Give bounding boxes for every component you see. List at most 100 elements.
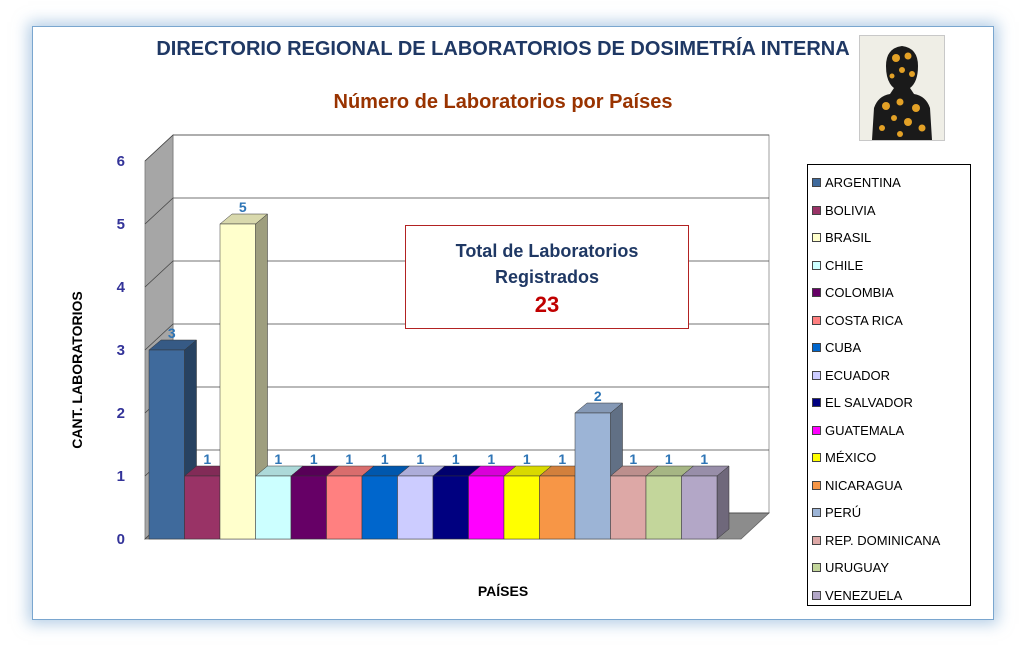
data-label: 1 xyxy=(700,451,708,467)
data-label: 1 xyxy=(345,451,353,467)
bar xyxy=(503,475,540,540)
chart-title: DIRECTORIO REGIONAL DE LABORATORIOS DE D… xyxy=(156,38,850,60)
legend-item: PERÚ xyxy=(808,499,970,527)
legend-label: MÉXICO xyxy=(825,450,877,466)
legend-label: ARGENTINA xyxy=(825,175,901,191)
y-tick-label: 3 xyxy=(117,342,125,359)
data-label: 3 xyxy=(168,325,176,341)
total-summary-box: Total de Laboratorios Registrados 23 xyxy=(405,225,689,329)
legend-swatch xyxy=(812,563,821,573)
legend-swatch xyxy=(812,205,821,215)
total-label: Total de Laboratorios Registrados xyxy=(455,241,639,287)
legend-label: BRASIL xyxy=(825,230,872,246)
data-label: 1 xyxy=(629,451,637,467)
total-value: 23 xyxy=(534,292,560,317)
legend-item: BOLIVIA xyxy=(808,197,970,225)
bar xyxy=(290,475,327,540)
legend-swatch xyxy=(812,508,821,518)
legend-swatch xyxy=(812,288,821,298)
legend-label: REP. DOMINICANA xyxy=(825,532,941,548)
y-tick-label: 6 xyxy=(117,153,125,170)
data-label: 1 xyxy=(487,451,495,467)
legend-label: GUATEMALA xyxy=(825,422,905,438)
legend-swatch xyxy=(812,260,821,270)
legend-item: ECUADOR xyxy=(808,362,970,390)
gridline-side xyxy=(144,197,174,225)
bar-side xyxy=(716,465,730,540)
legend-label: VENEZUELA xyxy=(825,587,903,603)
bar xyxy=(326,475,363,540)
legend-item: EL SALVADOR xyxy=(808,389,970,417)
bar xyxy=(397,475,434,540)
legend-item: CUBA xyxy=(808,334,970,362)
bar xyxy=(184,475,221,540)
data-label: 1 xyxy=(274,451,282,467)
bar xyxy=(432,475,469,540)
bar xyxy=(468,475,505,540)
data-label: 5 xyxy=(239,199,247,215)
legend-label: NICARAGUA xyxy=(825,477,903,493)
data-label: 2 xyxy=(594,388,602,404)
legend-label: CUBA xyxy=(825,340,862,356)
legend-label: ECUADOR xyxy=(825,367,891,383)
legend-label: BOLIVIA xyxy=(825,202,876,218)
y-axis-label: CANT. LABORATORIOS xyxy=(69,291,85,449)
bar xyxy=(645,475,682,540)
legend-swatch xyxy=(812,453,821,463)
y-tick-label: 5 xyxy=(117,216,125,233)
bar xyxy=(255,475,292,540)
legend-swatch xyxy=(812,590,821,600)
legend-swatch xyxy=(812,480,821,490)
legend-swatch xyxy=(812,425,821,435)
legend-item: MÉXICO xyxy=(808,444,970,472)
gridline-side xyxy=(144,260,174,288)
legend-item: VENEZUELA xyxy=(808,582,970,610)
gridline-side xyxy=(144,134,174,162)
legend-label: COLOMBIA xyxy=(825,285,894,301)
legend-label: PERÚ xyxy=(825,505,862,521)
y-tick-label: 1 xyxy=(117,468,125,485)
data-label: 1 xyxy=(416,451,424,467)
bar xyxy=(219,223,256,540)
bar xyxy=(539,475,576,540)
data-label: 1 xyxy=(523,451,531,467)
legend-label: URUGUAY xyxy=(825,560,890,576)
legend-swatch xyxy=(812,343,821,353)
data-label: 1 xyxy=(203,451,211,467)
y-tick-label: 0 xyxy=(117,531,125,548)
legend-item: GUATEMALA xyxy=(808,417,970,445)
legend-item: NICARAGUA xyxy=(808,472,970,500)
data-label: 1 xyxy=(310,451,318,467)
y-tick-label: 4 xyxy=(117,279,126,296)
legend-item: COLOMBIA xyxy=(808,279,970,307)
bar xyxy=(574,412,611,540)
data-label: 1 xyxy=(665,451,673,467)
legend-swatch xyxy=(812,398,821,408)
bar xyxy=(361,475,398,540)
legend-label: CHILE xyxy=(825,257,864,273)
legend-swatch xyxy=(812,370,821,380)
legend-label: COSTA RICA xyxy=(825,312,903,328)
data-label: 1 xyxy=(558,451,566,467)
gridline-side xyxy=(144,323,174,351)
data-label: 1 xyxy=(452,451,460,467)
legend-item: BRASIL xyxy=(808,224,970,252)
bar xyxy=(610,475,647,540)
bar xyxy=(148,349,185,540)
chart-subtitle: Número de Laboratorios por Países xyxy=(333,91,673,113)
legend-swatch xyxy=(812,233,821,243)
legend-item: REP. DOMINICANA xyxy=(808,527,970,555)
legend-swatch xyxy=(812,178,821,188)
chart-frame: DIRECTORIO REGIONAL DE LABORATORIOS DE D… xyxy=(32,26,994,620)
legend-swatch xyxy=(812,535,821,545)
legend-item: URUGUAY xyxy=(808,554,970,582)
bar xyxy=(681,475,718,540)
legend-item: ARGENTINA xyxy=(808,169,970,197)
legend-label: EL SALVADOR xyxy=(825,395,913,411)
legend-item: CHILE xyxy=(808,252,970,280)
y-tick-label: 2 xyxy=(117,405,125,422)
human-body-scan-icon xyxy=(859,35,945,141)
legend-item: COSTA RICA xyxy=(808,307,970,335)
x-axis-label: PAÍSES xyxy=(477,583,529,599)
legend-swatch xyxy=(812,315,821,325)
